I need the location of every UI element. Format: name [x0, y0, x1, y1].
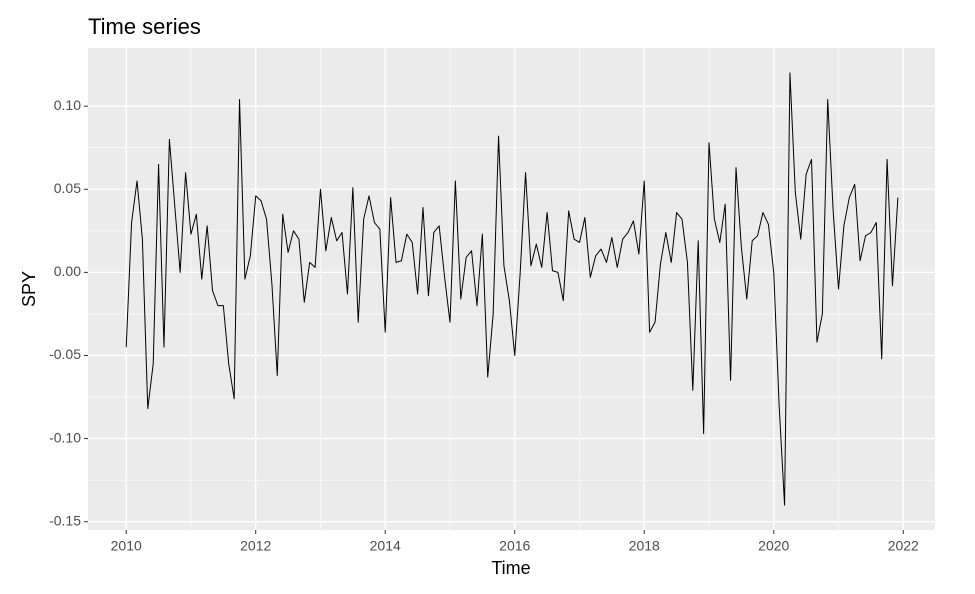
y-tick-label: -0.05 — [49, 346, 81, 362]
x-tick-label: 2020 — [758, 538, 789, 554]
chart-title: Time series — [88, 14, 201, 39]
y-tick-label: -0.15 — [49, 512, 81, 528]
y-tick-label: -0.10 — [49, 429, 81, 445]
x-axis-title: Time — [491, 558, 530, 578]
y-tick-label: 0.00 — [54, 263, 81, 279]
plot-panel — [88, 48, 935, 530]
y-tick-label: 0.05 — [54, 180, 81, 196]
x-tick-label: 2012 — [240, 538, 271, 554]
x-tick-label: 2022 — [888, 538, 919, 554]
y-tick-label: 0.10 — [54, 97, 81, 113]
x-tick-label: 2010 — [111, 538, 142, 554]
x-tick-label: 2014 — [370, 538, 401, 554]
x-tick-label: 2016 — [499, 538, 530, 554]
y-axis-title: SPY — [19, 271, 39, 307]
series-line — [125, 72, 899, 506]
x-tick-label: 2018 — [629, 538, 660, 554]
